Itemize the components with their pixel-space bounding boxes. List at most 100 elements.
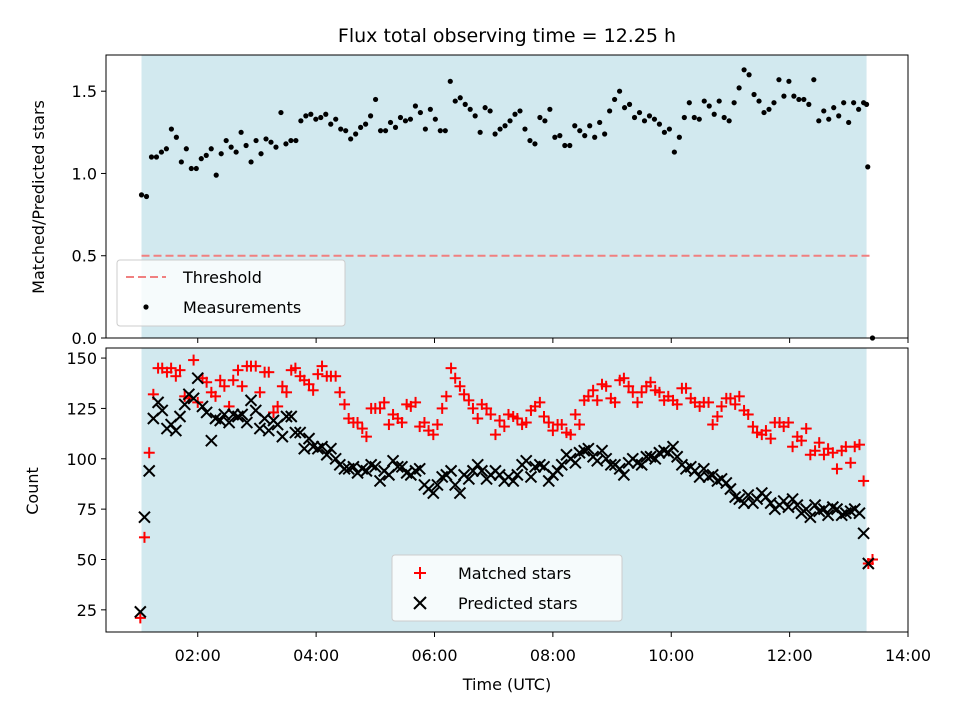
matched-star-marker bbox=[236, 380, 248, 392]
predicted-star-marker bbox=[391, 460, 405, 474]
measurement-point bbox=[487, 108, 493, 114]
y-tick-label: 0.5 bbox=[72, 247, 97, 266]
measurement-point bbox=[532, 141, 538, 147]
measurement-point bbox=[811, 77, 817, 83]
ratio-panel: 0.0 0.5 1.0 1.5 Matched/Predicted stars Thr… bbox=[29, 54, 909, 348]
matched-star-marker bbox=[765, 433, 777, 445]
measurement-point bbox=[681, 114, 687, 121]
measurement-point bbox=[268, 139, 274, 145]
measurement-point bbox=[626, 101, 633, 107]
ratio-legend-box bbox=[116, 259, 346, 327]
matched-star-marker bbox=[334, 386, 346, 398]
measurement-point bbox=[691, 114, 697, 121]
predicted-star-marker bbox=[205, 434, 218, 447]
measurement-point bbox=[517, 108, 523, 114]
y-tick-label: 150 bbox=[66, 349, 97, 368]
matched-star-marker bbox=[600, 380, 612, 392]
matched-star-marker bbox=[449, 372, 461, 384]
predicted-star-marker bbox=[462, 472, 476, 486]
measurement-point bbox=[163, 146, 170, 152]
predicted-star-marker bbox=[507, 474, 520, 488]
matched-star-marker bbox=[827, 447, 839, 459]
matched-star-marker bbox=[440, 390, 452, 402]
matched-star-marker bbox=[591, 394, 603, 406]
predicted-star-marker bbox=[276, 430, 289, 443]
predicted-star-marker bbox=[666, 440, 680, 453]
measurement-point bbox=[607, 108, 613, 114]
x-axis-label: Time (UTC) bbox=[462, 675, 551, 694]
counts-plot-frame bbox=[105, 347, 909, 633]
measurement-point bbox=[646, 113, 653, 119]
measurement-point bbox=[447, 78, 453, 84]
measurement-point bbox=[363, 121, 369, 127]
x-tick-label: 10:00 bbox=[648, 646, 694, 665]
measurement-point bbox=[781, 93, 787, 99]
measurement-point bbox=[602, 131, 608, 137]
predicted-star-marker bbox=[302, 432, 316, 445]
measurement-point bbox=[701, 98, 707, 104]
predicted-star-marker bbox=[582, 442, 595, 455]
measurement-point bbox=[397, 114, 404, 121]
measurement-point bbox=[263, 136, 269, 142]
measurement-point bbox=[651, 116, 658, 122]
matched-star-marker bbox=[383, 419, 395, 431]
y-tick-label: 0.0 bbox=[72, 329, 97, 348]
measurement-point bbox=[671, 149, 677, 155]
measurement-point bbox=[422, 126, 428, 132]
measurement-point bbox=[233, 149, 239, 155]
measurement-point bbox=[293, 137, 299, 144]
measurement-point bbox=[273, 144, 279, 150]
legend-predicted-label: Predicted stars bbox=[458, 594, 578, 613]
measurement-point bbox=[771, 100, 777, 106]
predicted-star-marker bbox=[670, 450, 684, 463]
predicted-star-marker bbox=[808, 498, 822, 512]
predicted-star-marker bbox=[853, 506, 866, 520]
predicted-star-marker bbox=[191, 372, 204, 385]
matched-star-marker bbox=[463, 394, 475, 406]
measurement-point bbox=[741, 67, 747, 73]
matched-star-marker bbox=[534, 396, 546, 408]
matched-star-marker bbox=[831, 463, 843, 475]
matched-star-marker bbox=[263, 366, 275, 378]
measurement-point bbox=[666, 126, 672, 132]
measurement-point bbox=[492, 131, 498, 137]
matched-star-marker bbox=[618, 372, 630, 384]
measurement-point bbox=[303, 113, 309, 119]
measurement-point bbox=[318, 114, 324, 121]
matched-star-marker bbox=[653, 386, 665, 398]
predicted-star-marker bbox=[720, 476, 733, 490]
measurement-point bbox=[193, 165, 199, 172]
matched-star-marker bbox=[538, 410, 550, 422]
measurement-point bbox=[243, 142, 249, 149]
matched-star-marker bbox=[760, 425, 772, 437]
measurement-point bbox=[507, 118, 513, 124]
matched-star-marker bbox=[134, 612, 146, 624]
legend-matched-swatch bbox=[414, 567, 426, 579]
measurement-point bbox=[288, 137, 294, 144]
matched-star-marker bbox=[303, 378, 315, 390]
measurement-point bbox=[816, 118, 822, 124]
predicted-star-marker bbox=[804, 510, 817, 524]
y-tick-label: 1.0 bbox=[72, 164, 97, 183]
measurement-point bbox=[168, 126, 174, 132]
matched-star-marker bbox=[436, 402, 448, 414]
measurement-point bbox=[806, 101, 812, 107]
matched-star-marker bbox=[281, 386, 293, 398]
matched-star-marker bbox=[671, 398, 683, 410]
predicted-star-marker bbox=[724, 482, 737, 496]
matched-star-marker bbox=[845, 457, 857, 469]
matched-star-marker bbox=[645, 376, 657, 388]
measurement-point bbox=[801, 96, 807, 103]
measurement-point bbox=[178, 159, 184, 165]
predicted-star-marker bbox=[222, 416, 236, 429]
matched-star-marker bbox=[858, 475, 870, 487]
measurement-point bbox=[452, 98, 458, 104]
matched-star-marker bbox=[227, 374, 239, 386]
predicted-star-marker bbox=[235, 408, 249, 421]
measurement-point bbox=[786, 78, 792, 84]
matched-star-marker bbox=[511, 412, 523, 424]
y-tick-label: 50 bbox=[77, 550, 97, 569]
measurement-point bbox=[158, 149, 165, 155]
matched-star-marker bbox=[853, 439, 865, 451]
predicted-star-marker bbox=[329, 452, 342, 465]
